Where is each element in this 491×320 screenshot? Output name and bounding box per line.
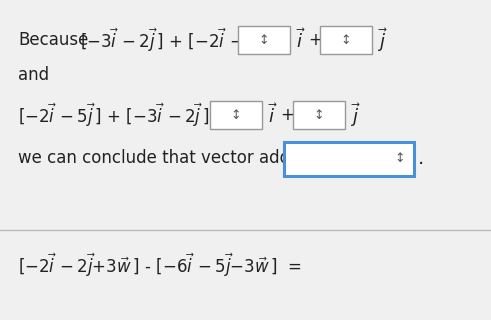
Text: Because: Because: [18, 31, 88, 49]
Text: $[-3\vec{i}\,-2\vec{j}\,]$ + $[-2\vec{i}\,-5\vec{j}\,]=$: $[-3\vec{i}\,-2\vec{j}\,]$ + $[-2\vec{i}…: [80, 26, 288, 54]
Text: ↕: ↕: [341, 34, 351, 47]
Text: we can conclude that vector addition is: we can conclude that vector addition is: [18, 149, 345, 167]
Text: ↕: ↕: [231, 109, 241, 122]
Text: +: +: [308, 31, 322, 49]
Text: ↕: ↕: [314, 109, 324, 122]
Bar: [238, 26, 290, 54]
Bar: [210, 101, 262, 129]
Bar: [293, 101, 345, 129]
Text: $[-2\vec{i}\,-5\vec{j}\,]$ + $[-3\vec{i}\,-2\vec{j}\,]$ =: $[-2\vec{i}\,-5\vec{j}\,]$ + $[-3\vec{i}…: [18, 101, 228, 129]
Bar: [284, 142, 414, 176]
Bar: [320, 26, 372, 54]
Text: ↕: ↕: [395, 152, 405, 165]
Text: +: +: [280, 106, 294, 124]
Text: and: and: [18, 66, 49, 84]
Text: .: .: [418, 149, 424, 168]
Text: $[-2\vec{i}\,-2\vec{j}$$+ 3\vec{w}\,]$ - $[-6\vec{i}\,-5\vec{j}$$- 3\vec{w}\,]$ : $[-2\vec{i}\,-2\vec{j}$$+ 3\vec{w}\,]$ -…: [18, 252, 301, 279]
Text: $\vec{i}$: $\vec{i}$: [296, 28, 306, 52]
Text: $\vec{i}$: $\vec{i}$: [268, 103, 278, 127]
Text: $\vec{j}$: $\vec{j}$: [350, 101, 361, 129]
Text: $\vec{j}$: $\vec{j}$: [377, 26, 388, 54]
Text: ↕: ↕: [259, 34, 269, 47]
